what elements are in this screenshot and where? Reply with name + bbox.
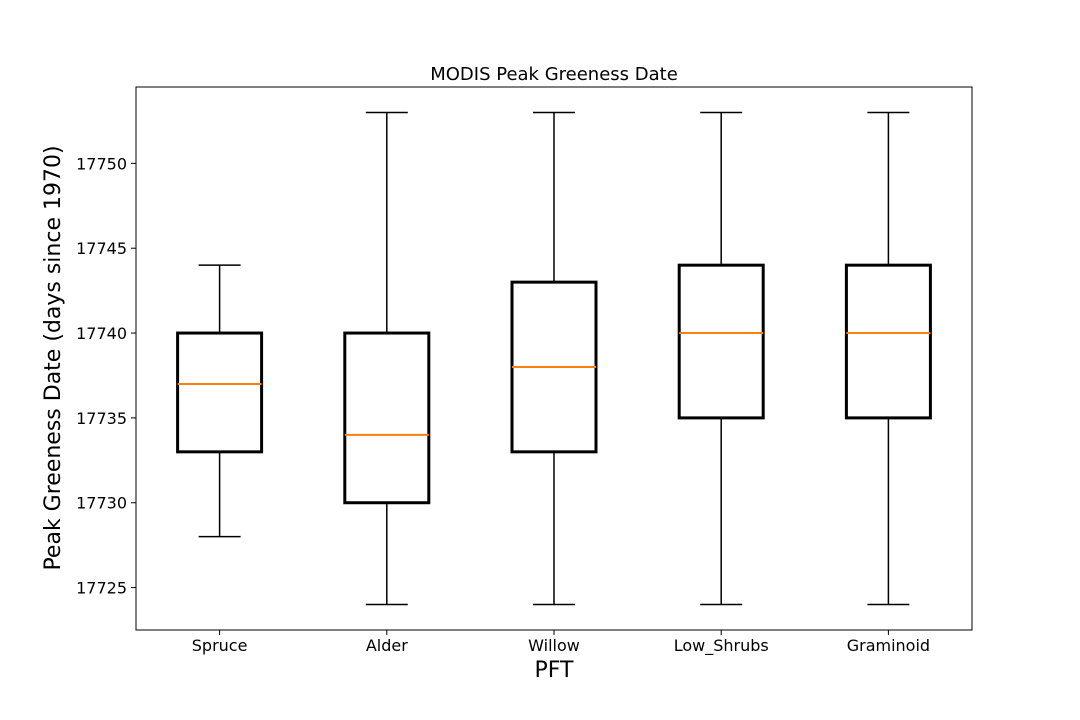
x-axis-label: PFT [535,658,575,683]
x-tick-label: Graminoid [847,636,930,655]
box-group [844,111,932,606]
box-group [677,111,765,606]
y-tick-label: 17725 [76,579,127,598]
box [677,263,765,420]
box-group [176,264,264,538]
chart-title: MODIS Peak Greeness Date [430,64,678,85]
y-tick-label: 17750 [76,154,127,173]
box [176,331,264,454]
x-tick-label: Low_Shrubs [674,636,769,656]
x-tick-label: Spruce [192,636,248,655]
box [844,263,932,420]
x-axis: Spruce Alder Willow Low_Shrubs Graminoid [192,630,930,656]
y-axis-label: Peak Greeness Date (days since 1970) [41,145,66,570]
y-tick-label: 17740 [76,324,127,343]
x-tick-label: Alder [366,636,408,655]
y-axis: 17725 17730 17735 17740 17745 17750 [76,154,136,598]
box-group [343,111,431,606]
plot-area [176,111,932,606]
y-tick-label: 17735 [76,409,127,428]
y-tick-label: 17730 [76,494,127,513]
box [343,331,431,505]
x-tick-label: Willow [528,636,580,655]
y-tick-label: 17745 [76,239,127,258]
box-group [510,111,598,606]
